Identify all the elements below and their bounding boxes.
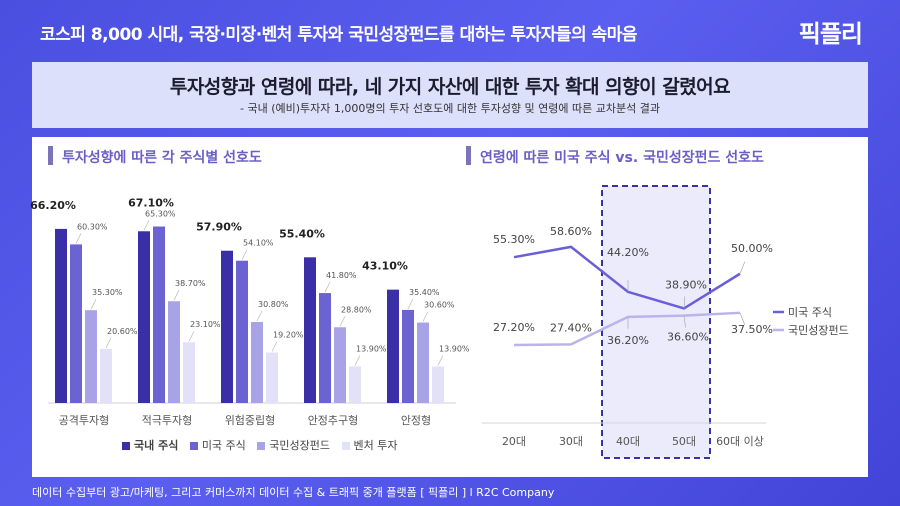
- right-chart-title: 연령에 따른 미국 주식 vs. 국민성장펀드 선호도: [480, 150, 764, 166]
- left-section-marker: [48, 146, 53, 165]
- legend-item-fund: 국민성장펀드: [257, 439, 330, 452]
- footer-text: 데이터 수집부터 광고/마케팅, 그리고 커머스까지 데이터 수집 & 트래픽 …: [32, 486, 555, 499]
- bar-legend: 국내 주식 미국 주식 국민성장펀드 벤처 투자: [122, 437, 406, 453]
- headline-subtitle: - 국내 (예비)투자자 1,000명의 투자 선호도에 대한 투자성향 및 연…: [240, 102, 660, 115]
- right-section-marker: [466, 146, 471, 165]
- chart-panel: [32, 137, 868, 477]
- headline-box: 투자성향과 연령에 따라, 네 가지 자산에 대한 투자 확대 의향이 갈렸어요…: [32, 62, 868, 128]
- legend-swatch: [189, 442, 198, 450]
- legend-label: 미국 주식: [201, 439, 246, 452]
- legend-label: 벤처 투자: [353, 439, 398, 452]
- legend-item-domestic: 국내 주식: [122, 439, 178, 452]
- legend-label: 국내 주식: [134, 439, 179, 452]
- legend-swatch: [257, 442, 266, 450]
- legend-item-venture: 벤처 투자: [341, 439, 398, 452]
- legend-swatch: [122, 442, 130, 450]
- left-chart-title: 투자성향에 따른 각 주식별 선호도: [62, 150, 262, 166]
- top-bar: 코스피 8,000 시대, 국장·미장·벤처 투자와 국민성장펀드를 대하는 투…: [0, 0, 900, 58]
- page-title: 코스피 8,000 시대, 국장·미장·벤처 투자와 국민성장펀드를 대하는 투…: [40, 25, 637, 45]
- brand-logo: 픽플리: [798, 20, 863, 48]
- legend-label: 국민성장펀드: [269, 439, 331, 452]
- legend-item-us: 미국 주식: [189, 439, 246, 452]
- headline-title: 투자성향과 연령에 따라, 네 가지 자산에 대한 투자 확대 의향이 갈렸어요: [169, 76, 731, 98]
- legend-swatch: [341, 442, 350, 450]
